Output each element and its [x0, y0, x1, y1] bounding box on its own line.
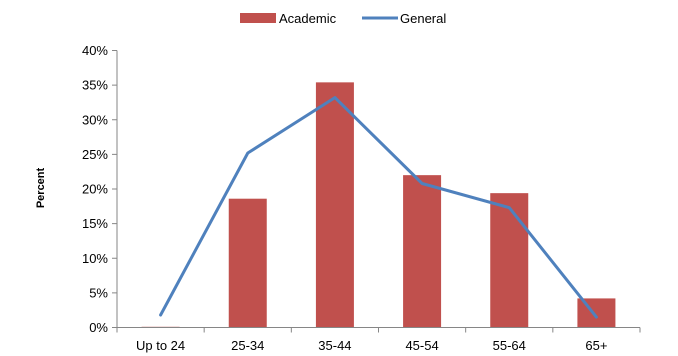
legend: Academic General [240, 11, 446, 26]
x-tick-label: 25-34 [231, 338, 264, 353]
y-tick-label: 20% [82, 182, 108, 197]
x-tick-label: 35-44 [318, 338, 351, 353]
legend-label-general: General [400, 11, 446, 26]
line-layer [159, 96, 598, 319]
bar-academic-2 [228, 198, 267, 328]
x-tick-label: Up to 24 [136, 338, 185, 353]
bars [141, 82, 616, 328]
x-tick-label: 65+ [585, 338, 607, 353]
bar-academic-3 [315, 82, 354, 328]
axes [116, 50, 640, 328]
y-tick-label: 0% [89, 320, 108, 335]
legend-label-academic: Academic [279, 11, 337, 26]
line-general [159, 96, 598, 319]
y-tick-label: 40% [82, 43, 108, 58]
y-tick-label: 10% [82, 251, 108, 266]
bar-academic-4 [403, 175, 442, 328]
bar-academic-5 [490, 193, 529, 328]
y-axis-ticks: 0% 5% 10% 15% 20% 25% 30% 35% 40% [82, 43, 117, 335]
y-tick-label: 15% [82, 216, 108, 231]
y-tick-label: 5% [89, 285, 108, 300]
legend-swatch-academic [240, 13, 276, 23]
y-axis-label: Percent [35, 167, 47, 208]
x-tick-label: 45-54 [405, 338, 438, 353]
y-tick-label: 30% [82, 112, 108, 127]
y-tick-label: 35% [82, 78, 108, 93]
y-tick-label: 25% [82, 147, 108, 162]
x-tick-label: 55-64 [493, 338, 526, 353]
x-axis-ticks: Up to 24 25-34 35-44 45-54 55-64 65+ [116, 327, 641, 353]
